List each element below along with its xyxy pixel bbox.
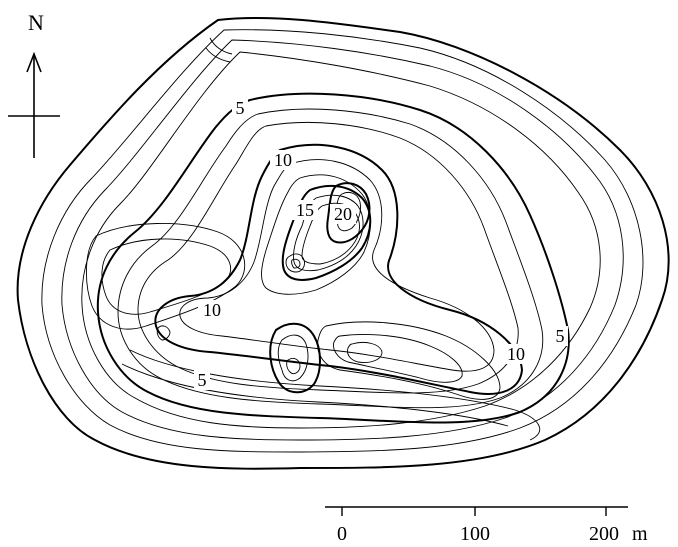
- contour-label-15m: 15: [296, 200, 314, 220]
- contour-line: [101, 238, 232, 315]
- contour-line: [333, 334, 463, 383]
- north-arrow-head: [26, 51, 42, 73]
- north-label: N: [28, 10, 44, 35]
- contour-label-10m-east: 10: [507, 344, 525, 364]
- contour-label-10m-west: 10: [203, 300, 221, 320]
- contour-line: [269, 322, 321, 394]
- contour-15m-index: [281, 184, 372, 281]
- scale-bar: 0 100 200 m: [325, 506, 648, 545]
- coastline-contour: [16, 16, 670, 470]
- contour-label-5m-south: 5: [198, 370, 207, 390]
- contour-20m-index: [326, 182, 371, 244]
- contour-line: [129, 349, 541, 441]
- contour-line: [117, 108, 544, 409]
- contour-line: [261, 174, 371, 295]
- contour-line: [41, 29, 644, 453]
- contour-line: [285, 253, 305, 273]
- contour-label-20m: 20: [334, 204, 352, 224]
- contour-label-5m-east: 5: [556, 326, 565, 346]
- contour-line: [277, 334, 309, 382]
- contour-labels: 5 10 15 20 10 5 10 5: [194, 98, 568, 390]
- contour-line: [137, 121, 519, 394]
- contour-label-10m-north: 10: [274, 150, 292, 170]
- contour-line: [293, 194, 364, 272]
- contour-line: [336, 191, 361, 232]
- scale-bar-label-0: 0: [337, 523, 347, 545]
- contour-line: [291, 258, 301, 269]
- contour-line: [317, 321, 501, 400]
- contour-line: [121, 363, 509, 427]
- scale-bar-unit: m: [632, 523, 648, 545]
- contour-line: [156, 325, 171, 341]
- contour-10m-index: [154, 143, 523, 395]
- contour-line: [205, 37, 233, 63]
- contour-line: [286, 357, 301, 375]
- contour-line: [61, 39, 624, 441]
- scale-bar-label-100: 100: [460, 523, 490, 545]
- contour-label-5m-north: 5: [236, 98, 245, 118]
- north-arrow: N: [8, 10, 60, 158]
- contour-5m-index: [96, 92, 570, 424]
- contour-line: [347, 341, 383, 363]
- contour-line: [179, 159, 495, 372]
- scale-bar-label-200: 200: [589, 523, 619, 545]
